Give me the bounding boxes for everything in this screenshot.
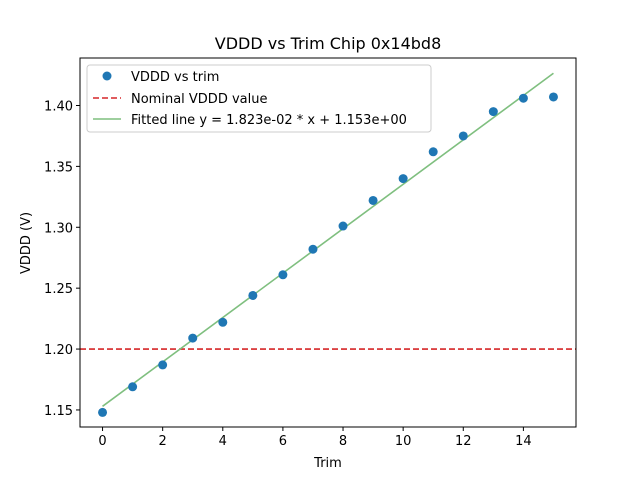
y-axis-label: VDDD (V)	[19, 212, 34, 274]
data-point	[158, 360, 168, 370]
x-tick-label: 0	[98, 434, 106, 449]
y-tick-label: 1.20	[44, 343, 73, 358]
fitted-line	[102, 72, 554, 407]
axes-frame	[79, 57, 577, 428]
legend-marker-scatter	[102, 71, 112, 81]
x-tick-label: 12	[455, 434, 472, 449]
legend-label: Fitted line y = 1.823e-02 * x + 1.153e+0…	[131, 113, 407, 128]
data-point	[428, 147, 438, 157]
x-tick-label: 10	[395, 434, 412, 449]
x-tick-label: 8	[339, 434, 347, 449]
x-tick-label: 2	[159, 434, 167, 449]
data-point	[548, 92, 558, 102]
data-point	[248, 290, 258, 300]
y-tick-label: 1.25	[44, 282, 73, 297]
data-point	[518, 93, 528, 103]
y-tick-label: 1.35	[44, 160, 73, 175]
data-point	[278, 270, 288, 280]
data-point	[98, 407, 108, 417]
data-point	[458, 131, 468, 141]
legend-box	[86, 64, 432, 133]
x-axis: 0 2 4 6 8 10 12 14	[98, 427, 532, 449]
data-point	[218, 317, 228, 327]
y-tick-label: 1.30	[44, 221, 73, 236]
data-point	[488, 107, 498, 117]
data-point	[338, 221, 348, 231]
plot-area	[79, 57, 577, 428]
x-tick-label: 14	[515, 434, 532, 449]
data-point	[188, 333, 198, 343]
data-point	[398, 174, 408, 184]
legend-label: VDDD vs trim	[131, 70, 219, 85]
legend-label: Nominal VDDD value	[131, 92, 267, 107]
chart-title: VDDD vs Trim Chip 0x14bd8	[215, 34, 442, 53]
data-point	[308, 244, 318, 254]
x-axis-label: Trim	[313, 456, 342, 471]
x-tick-label: 6	[279, 434, 287, 449]
data-point	[128, 382, 138, 392]
legend: VDDD vs trim Nominal VDDD value Fitted lin…	[86, 64, 432, 133]
x-tick-label: 4	[219, 434, 227, 449]
y-tick-label: 1.15	[44, 404, 73, 419]
y-tick-label: 1.40	[44, 99, 73, 114]
y-axis: 1.15 1.20 1.25 1.30 1.35 1.40	[44, 99, 80, 419]
data-point	[368, 195, 378, 205]
